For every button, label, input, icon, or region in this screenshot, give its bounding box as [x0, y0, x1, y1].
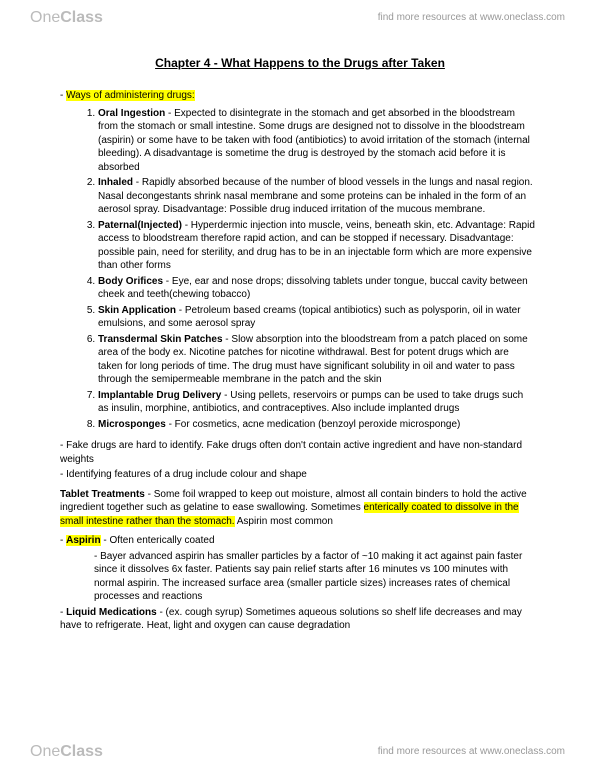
- term: Skin Application: [98, 305, 176, 316]
- tablet-text2: Aspirin most common: [235, 516, 333, 527]
- liquid-term: Liquid Medications: [66, 607, 157, 618]
- logo-heavy: Class: [60, 9, 103, 26]
- page-header: OneClass find more resources at www.onec…: [0, 4, 595, 32]
- list-item: Transdermal Skin Patches - Slow absorpti…: [98, 333, 540, 387]
- footer-logo: OneClass: [30, 741, 103, 763]
- term-text: - For cosmetics, acne medication (benzoy…: [166, 419, 461, 430]
- aspirin-rest: - Often enterically coated: [101, 535, 215, 546]
- logo-heavy: Class: [60, 743, 103, 760]
- fake-drugs-note: - Fake drugs are hard to identify. Fake …: [60, 439, 540, 466]
- chapter-title: Chapter 4 - What Happens to the Drugs af…: [60, 55, 540, 71]
- page-footer: OneClass find more resources at www.onec…: [0, 738, 595, 766]
- header-resources-link[interactable]: find more resources at www.oneclass.com: [378, 11, 565, 25]
- term: Body Orifices: [98, 276, 163, 287]
- lead-line: - Ways of administering drugs:: [60, 89, 540, 103]
- list-item: Inhaled - Rapidly absorbed because of th…: [98, 176, 540, 217]
- liquid-line: - Liquid Medications - (ex. cough syrup)…: [60, 606, 540, 633]
- term: Paternal(Injected): [98, 220, 182, 231]
- list-item: Paternal(Injected) - Hyperdermic injecti…: [98, 219, 540, 273]
- term: Inhaled: [98, 177, 133, 188]
- lead-highlight: Ways of administering drugs:: [66, 90, 195, 101]
- term-text: - Eye, ear and nose drops; dissolving ta…: [98, 276, 528, 301]
- list-item: Microsponges - For cosmetics, acne medic…: [98, 418, 540, 432]
- aspirin-line: - Aspirin - Often enterically coated: [60, 534, 540, 548]
- term: Implantable Drug Delivery: [98, 390, 221, 401]
- logo-light: One: [30, 9, 60, 26]
- term: Transdermal Skin Patches: [98, 334, 223, 345]
- tablet-treatments: Tablet Treatments - Some foil wrapped to…: [60, 488, 540, 529]
- aspirin-sub: - Bayer advanced aspirin has smaller par…: [94, 550, 540, 604]
- list-item: Implantable Drug Delivery - Using pellet…: [98, 389, 540, 416]
- header-logo: OneClass: [30, 7, 103, 29]
- term-text: - Rapidly absorbed because of the number…: [98, 177, 533, 215]
- footer-resources-link[interactable]: find more resources at www.oneclass.com: [378, 745, 565, 759]
- document-body: Chapter 4 - What Happens to the Drugs af…: [60, 55, 540, 730]
- list-item: Skin Application - Petroleum based cream…: [98, 304, 540, 331]
- term: Microsponges: [98, 419, 166, 430]
- list-item: Body Orifices - Eye, ear and nose drops;…: [98, 275, 540, 302]
- list-item: Oral Ingestion - Expected to disintegrat…: [98, 107, 540, 175]
- identifying-features-note: - Identifying features of a drug include…: [60, 468, 540, 482]
- logo-light: One: [30, 743, 60, 760]
- ways-list: Oral Ingestion - Expected to disintegrat…: [98, 107, 540, 432]
- aspirin-term: Aspirin: [66, 535, 100, 546]
- term: Oral Ingestion: [98, 108, 165, 119]
- tablet-term: Tablet Treatments: [60, 489, 145, 500]
